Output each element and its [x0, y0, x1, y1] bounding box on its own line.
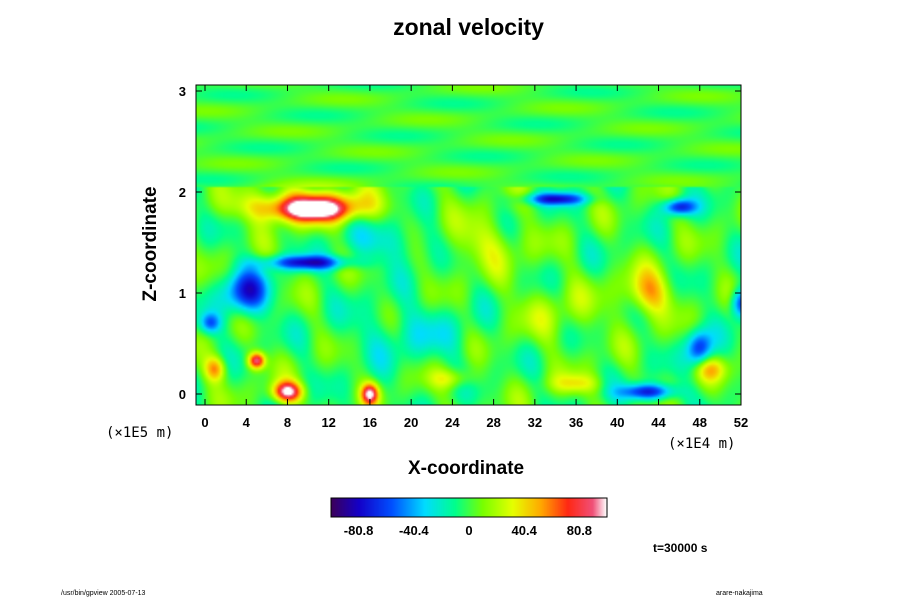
- colorbar-tick-label: -80.8: [344, 523, 374, 538]
- x-tick-label: 16: [363, 415, 377, 430]
- x-tick-label: 8: [284, 415, 291, 430]
- x-tick-label: 52: [734, 415, 748, 430]
- x-tick-label: 32: [528, 415, 542, 430]
- x-tick-label: 4: [243, 415, 251, 430]
- x-axis-unit: (×1E4 m): [668, 436, 736, 452]
- colorbar-tick-label: 0: [465, 523, 472, 538]
- time-label: t=30000 s: [653, 541, 708, 555]
- x-tick-label: 44: [651, 415, 666, 430]
- footer-right: arare-nakajima: [716, 590, 763, 597]
- colorbar-frame: [330, 497, 608, 518]
- y-axis-unit: (×1E5 m): [106, 425, 174, 441]
- colorbar-tick-label: 40.4: [512, 523, 538, 538]
- y-axis-label: Z-coordinate: [140, 186, 161, 302]
- x-tick-label: 0: [201, 415, 208, 430]
- plot-frame: [195, 84, 742, 406]
- y-tick-label: 2: [179, 185, 186, 200]
- x-tick-label: 36: [569, 415, 583, 430]
- colorbar-tick-label: 80.8: [567, 523, 592, 538]
- x-tick-label: 48: [693, 415, 707, 430]
- heatmap-field: [196, 85, 741, 405]
- x-axis-label: X-coordinate: [408, 458, 525, 479]
- y-tick-label: 0: [179, 387, 186, 402]
- colorbar-tick-label: -40.4: [399, 523, 429, 538]
- x-tick-label: 12: [321, 415, 335, 430]
- x-tick-label: 20: [404, 415, 418, 430]
- x-tick-label: 28: [486, 415, 500, 430]
- chart-title: zonal velocity: [393, 14, 544, 40]
- y-tick-label: 1: [179, 286, 186, 301]
- footer-left: /usr/bin/gpview 2005-07-13: [61, 590, 146, 597]
- x-tick-label: 40: [610, 415, 624, 430]
- colorbar-gradient: [331, 498, 607, 517]
- y-tick-label: 3: [179, 84, 186, 99]
- x-tick-label: 24: [445, 415, 460, 430]
